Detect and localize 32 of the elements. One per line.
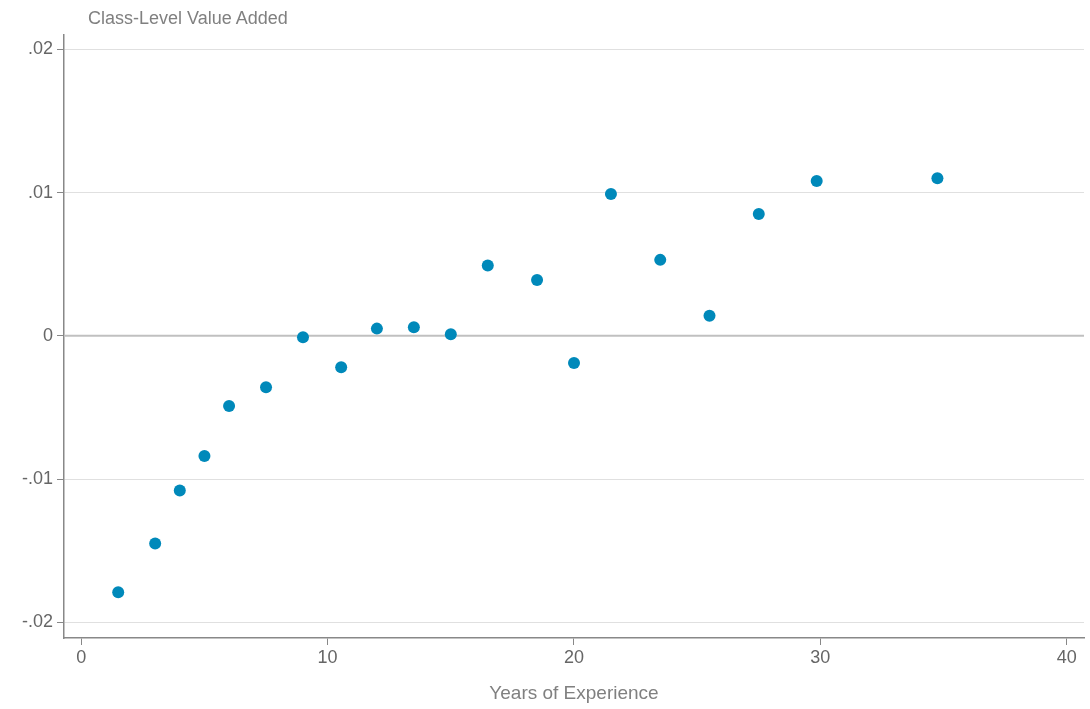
point xyxy=(703,309,716,322)
point xyxy=(444,328,457,341)
y-tick-label: .02 xyxy=(27,38,53,59)
point xyxy=(810,175,823,188)
point xyxy=(112,586,125,599)
point xyxy=(654,253,667,266)
x-tick-label: 10 xyxy=(317,646,338,667)
point xyxy=(260,381,273,394)
point xyxy=(531,273,544,286)
point xyxy=(198,450,211,463)
point xyxy=(335,361,348,374)
point xyxy=(931,172,944,185)
point xyxy=(752,208,765,221)
point xyxy=(604,187,617,200)
point xyxy=(173,484,186,497)
point xyxy=(481,259,494,272)
y-tick-label: .01 xyxy=(27,181,53,202)
point xyxy=(223,399,236,412)
point xyxy=(149,537,162,550)
x-axis-title: Years of Experience xyxy=(489,681,659,703)
point xyxy=(407,321,420,334)
y-tick-label: -.01 xyxy=(21,467,53,488)
y-axis-title: Class-Level Value Added xyxy=(88,7,288,28)
point xyxy=(568,357,580,369)
point xyxy=(370,322,383,335)
y-tick-label: 0 xyxy=(42,324,53,345)
x-tick-label: 20 xyxy=(563,646,585,667)
point xyxy=(296,331,309,344)
x-tick-label: 0 xyxy=(76,646,87,667)
y-tick-label: -.02 xyxy=(21,611,53,632)
x-tick-label: 30 xyxy=(810,646,831,667)
x-tick-label: 40 xyxy=(1056,646,1077,667)
